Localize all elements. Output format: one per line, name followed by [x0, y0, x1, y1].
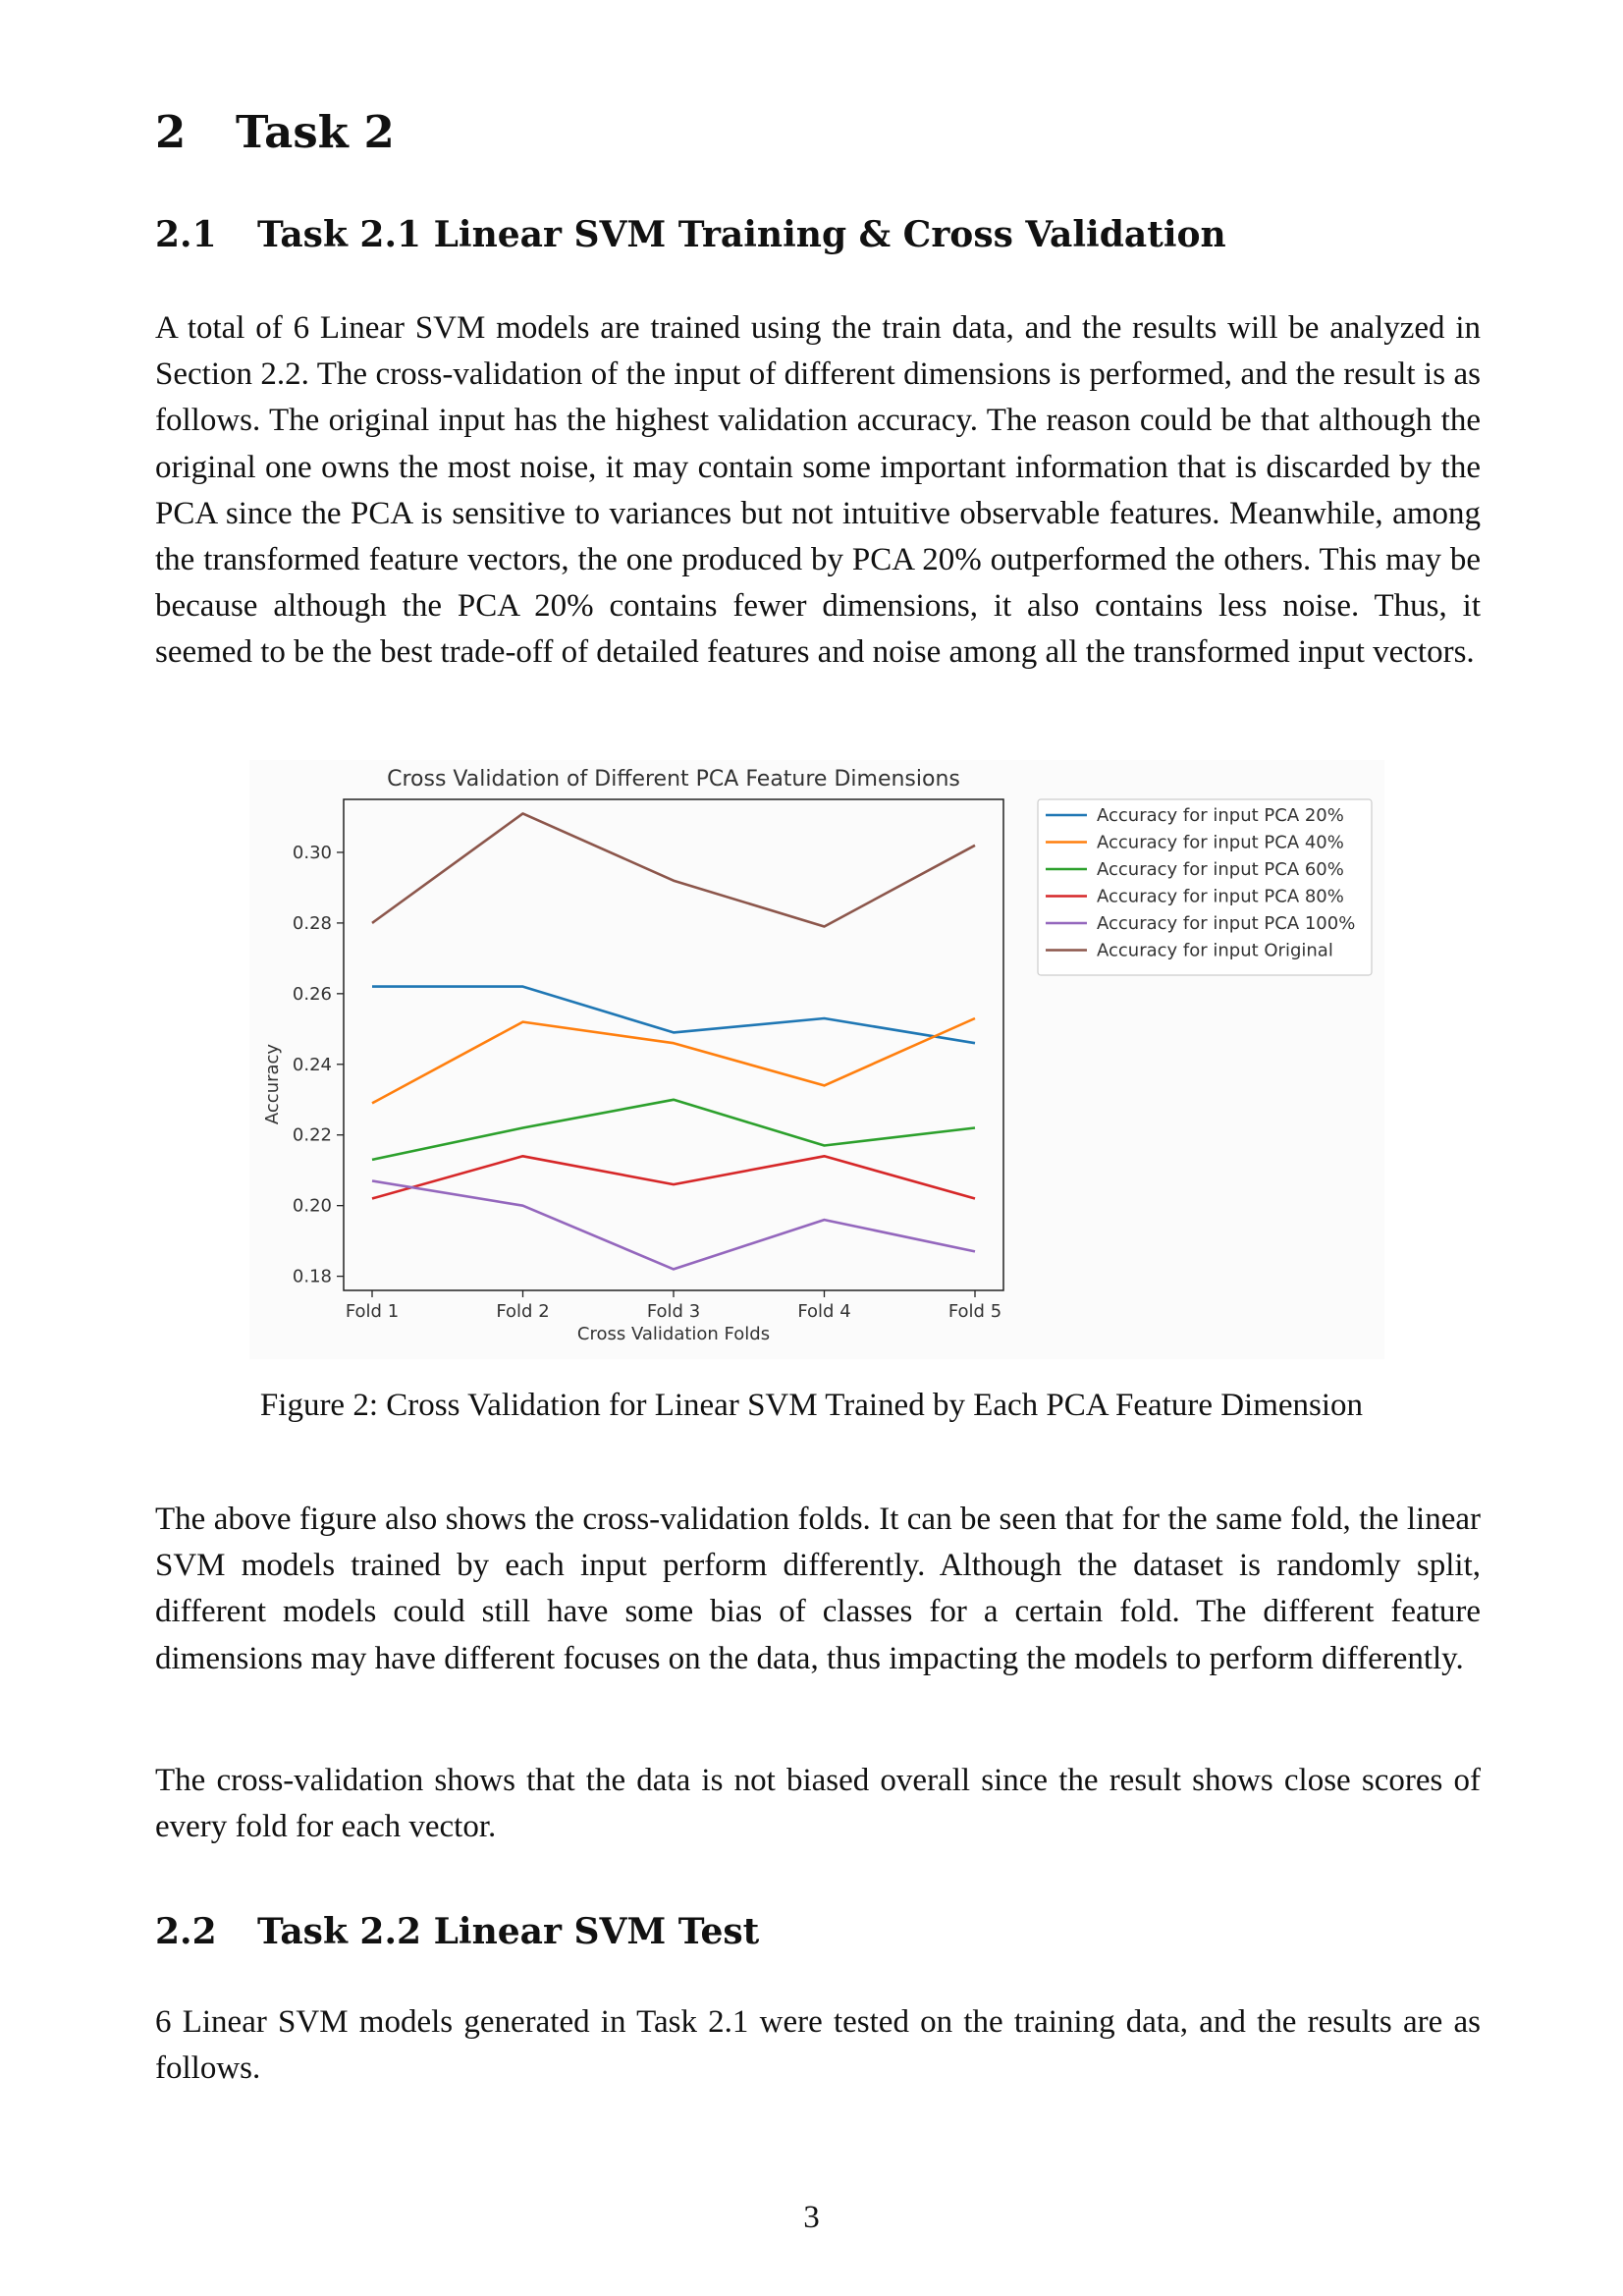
y-tick-label: 0.28: [293, 913, 332, 934]
x-tick-label: Fold 2: [496, 1301, 549, 1322]
series-line-6: [371, 812, 976, 928]
cross-validation-chart: Cross Validation of Different PCA Featur…: [249, 760, 1384, 1359]
y-tick-label: 0.22: [293, 1125, 332, 1146]
body-paragraph-3: The cross-validation shows that the data…: [155, 1763, 1481, 1845]
x-tick-label: Fold 3: [647, 1301, 700, 1322]
chart-title: Cross Validation of Different PCA Featur…: [387, 767, 960, 792]
body-paragraph-4: 6 Linear SVM models generated in Task 2.…: [155, 2004, 1481, 2087]
legend-box: [1037, 798, 1373, 976]
y-tick-label: 0.30: [293, 843, 332, 863]
section-title: Task 2: [236, 106, 395, 158]
subsection-title: Task 2.1 Linear SVM Training & Cross Val…: [257, 214, 1226, 255]
series-line-4: [371, 1154, 976, 1200]
series-line-2: [371, 1016, 976, 1105]
y-axis-label: Accuracy: [262, 1044, 283, 1125]
legend-label-5: Accuracy for input PCA 100%: [1097, 913, 1355, 934]
section-heading: 2 Task 2: [155, 106, 395, 158]
legend-label-3: Accuracy for input PCA 60%: [1097, 859, 1344, 880]
body-paragraph-1: A total of 6 Linear SVM models are train…: [155, 310, 1481, 671]
x-tick-label: Fold 1: [346, 1301, 399, 1322]
subsection-number: 2.2: [155, 1911, 217, 1952]
subsection-title: Task 2.2 Linear SVM Test: [257, 1911, 760, 1952]
series-line-3: [371, 1098, 976, 1162]
page-number: 3: [803, 2200, 820, 2235]
series-line-5: [371, 1179, 976, 1271]
legend-label-6: Accuracy for input Original: [1097, 941, 1333, 961]
series-line-1: [372, 985, 976, 1045]
legend-label-4: Accuracy for input PCA 80%: [1097, 887, 1344, 907]
subsection-heading-2-1: 2.1 Task 2.1 Linear SVM Training & Cross …: [155, 214, 1226, 255]
y-tick-label: 0.18: [293, 1267, 332, 1287]
x-tick-label: Fold 4: [797, 1301, 850, 1322]
body-paragraph-2: The above figure also shows the cross-va…: [155, 1502, 1481, 1676]
y-tick-label: 0.20: [293, 1196, 332, 1217]
y-tick-label: 0.26: [293, 984, 332, 1005]
subsection-heading-2-2: 2.2 Task 2.2 Linear SVM Test: [155, 1911, 759, 1952]
subsection-number: 2.1: [155, 214, 217, 255]
section-number: 2: [155, 106, 187, 158]
legend-label-1: Accuracy for input PCA 20%: [1097, 805, 1344, 826]
figure-caption: Figure 2: Cross Validation for Linear SV…: [259, 1388, 1364, 1423]
x-axis-label: Cross Validation Folds: [577, 1324, 770, 1344]
legend-label-2: Accuracy for input PCA 40%: [1097, 833, 1344, 853]
x-tick-label: Fold 5: [948, 1301, 1001, 1322]
y-tick-label: 0.24: [293, 1055, 332, 1075]
figure-2: Cross Validation of Different PCA Featur…: [249, 760, 1384, 1359]
